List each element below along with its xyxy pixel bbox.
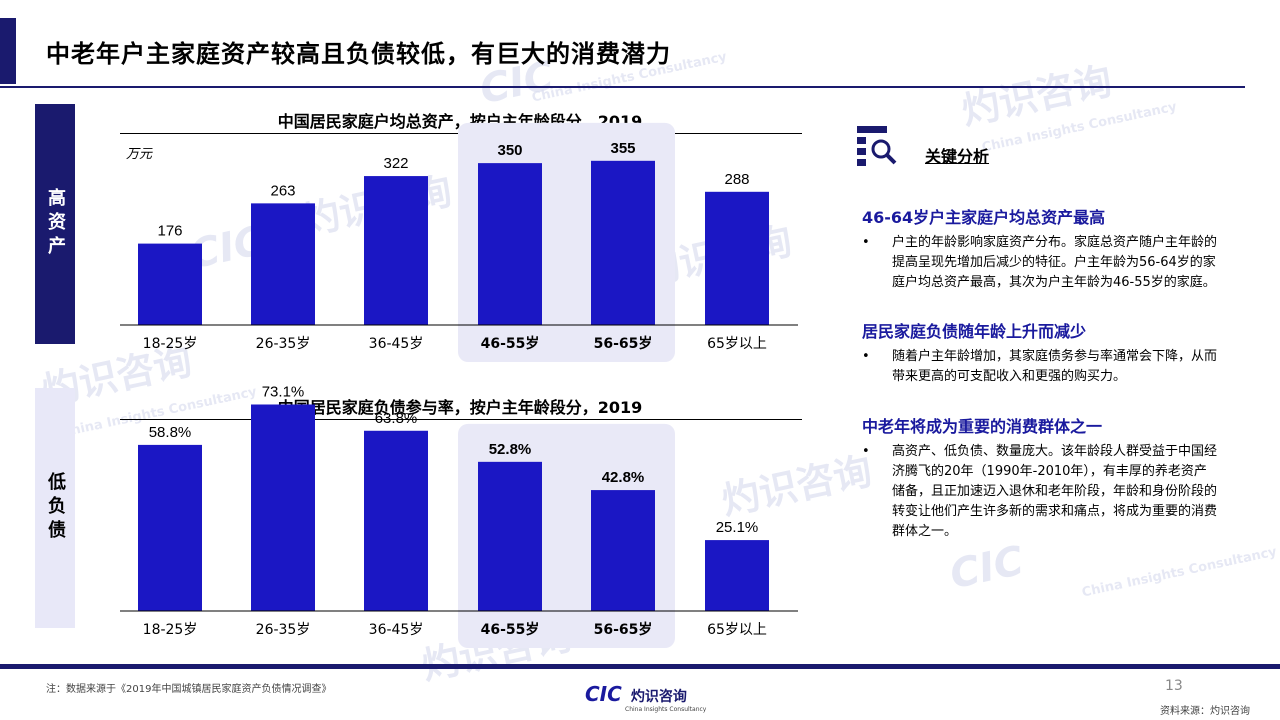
logo-text: 灼识咨询 [630,689,687,705]
analysis-bullet: 随着户主年龄增加，其家庭债务参与率通常会下降，从而带来更高的可支配收入和更强的购… [862,347,1217,387]
title-divider [0,86,1245,88]
x-tick-label: 46-55岁 [481,621,540,638]
x-tick-label: 18-25岁 [143,622,198,638]
data-label: 355 [610,140,635,157]
data-label: 322 [383,155,408,172]
x-tick-label: 56-65岁 [594,335,653,352]
data-label: 73.1% [262,383,305,400]
data-label: 52.8% [489,441,532,458]
watermark-mark: CIC [946,537,1028,599]
bar [705,191,769,325]
side-label-high-assets: 高资产 [35,104,75,344]
bar [478,461,542,611]
x-tick-label: 36-45岁 [369,336,424,352]
bar [138,243,202,325]
footnote: 注：数据来源于《2019年中国城镇居民家庭资产负债情况调查》 [46,684,332,695]
side-label-low-debt: 低负债 [35,388,75,628]
chart1-unit: 万元 [126,147,153,162]
chart2-title: 中国居民家庭负债参与率，按户主年龄段分，2019 [277,398,643,417]
analysis-section-title: 46-64岁户主家庭户均总资产最高 [862,208,1106,227]
source-note: 资料来源：灼识咨询 [1160,706,1250,717]
data-label: 42.8% [602,469,645,486]
footer-band [0,664,1280,669]
analysis-icon [857,126,897,166]
bar [138,444,202,611]
analysis-section-title: 中老年将成为重要的消费群体之一 [862,417,1103,436]
x-tick-label: 26-35岁 [256,336,311,352]
analysis-section-title: 居民家庭负债随年龄上升而减少 [862,322,1087,341]
data-label: 58.8% [149,424,192,441]
analysis-bullet: 高资产、低负债、数量庞大。该年龄段人群受益于中国经济腾飞的20年（1990年-2… [862,442,1217,542]
data-label: 176 [157,223,182,240]
x-tick-label: 36-45岁 [369,622,424,638]
bar [591,160,655,325]
company-logo: CIC 灼识咨询 China Insights Consultancy [585,682,706,713]
x-tick-label: 65岁以上 [707,336,767,352]
x-tick-label: 56-65岁 [594,621,653,638]
bar [364,176,428,325]
watermark-en: China Insights Consultancy [980,99,1179,156]
data-label: 288 [724,171,749,188]
x-tick-label: 26-35岁 [256,622,311,638]
analysis-heading: 关键分析 [925,147,990,166]
title-accent-bar [0,18,16,84]
x-tick-label: 65岁以上 [707,622,767,638]
x-tick-label: 46-55岁 [481,335,540,352]
logo-mark: CIC [585,682,622,706]
page-number: 13 [1165,678,1183,694]
logo-subtitle: China Insights Consultancy [625,706,707,713]
analysis-bullet: 户主的年龄影响家庭资产分布。家庭总资产随户主年龄的提高呈现先增加后减少的特征。户… [862,233,1217,293]
bar [364,430,428,611]
watermark-text: 灼识咨询 [957,58,1116,134]
chart2-title-rule [120,419,802,420]
watermark-en: China Insights Consultancy [1080,544,1279,601]
data-label: 63.8% [375,410,418,427]
bar [705,540,769,611]
bar [478,163,542,325]
bar [251,203,315,325]
data-label: 263 [270,182,295,199]
data-label: 350 [497,142,522,159]
bar [591,490,655,611]
bar [251,404,315,611]
data-label: 25.1% [716,519,759,536]
page-title: 中老年户主家庭资产较高且负债较低，有巨大的消费潜力 [46,40,671,68]
x-tick-label: 18-25岁 [143,336,198,352]
bar-charts: 176 18-25岁 263 26-35岁 322 36-45岁 350 46-55岁 355 5… [120,122,798,648]
